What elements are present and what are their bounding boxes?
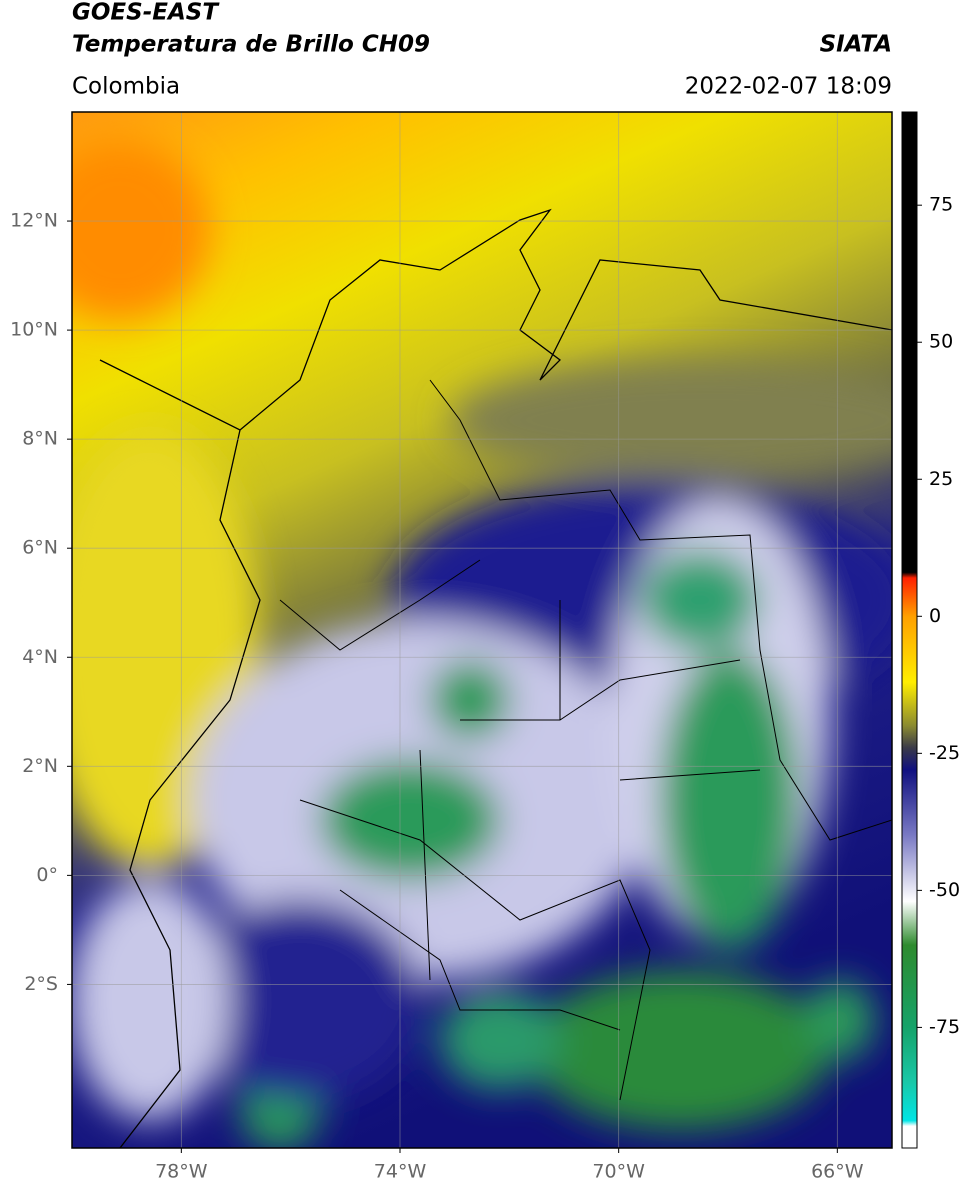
colorbar-label: 50 bbox=[929, 331, 953, 353]
source-title: SIATA bbox=[820, 32, 892, 58]
colorbar bbox=[901, 111, 918, 1149]
datetime-label: 2022-02-07 18:09 bbox=[685, 74, 892, 100]
satellite-title: GOES-EAST bbox=[72, 0, 220, 26]
x-tick-label: 70°W bbox=[592, 1161, 645, 1183]
x-tick-label: 74°W bbox=[374, 1161, 427, 1183]
y-tick-label: 2°S bbox=[24, 973, 58, 995]
y-tick-label: 12°N bbox=[10, 210, 58, 232]
colorbar-label: -25 bbox=[929, 742, 960, 764]
y-tick-label: 4°N bbox=[22, 646, 58, 668]
colorbar-label: 75 bbox=[929, 194, 953, 216]
y-tick-label: 6°N bbox=[22, 537, 58, 559]
product-title: Temperatura de Brillo CH09 bbox=[72, 32, 430, 58]
colorbar-label: 0 bbox=[929, 605, 941, 627]
satellite-image bbox=[72, 112, 892, 1148]
y-tick-label: 8°N bbox=[22, 428, 58, 450]
y-tick-label: 0° bbox=[36, 864, 58, 886]
colorbar-label: -50 bbox=[929, 879, 960, 901]
colorbar-label: -75 bbox=[929, 1016, 960, 1038]
y-tick-label: 2°N bbox=[22, 755, 58, 777]
x-tick-label: 78°W bbox=[155, 1161, 208, 1183]
colorbar-label: 25 bbox=[929, 468, 953, 490]
x-tick-label: 66°W bbox=[811, 1161, 864, 1183]
map-frame bbox=[71, 111, 893, 1149]
region-label: Colombia bbox=[72, 74, 180, 100]
y-tick-label: 10°N bbox=[10, 319, 58, 341]
